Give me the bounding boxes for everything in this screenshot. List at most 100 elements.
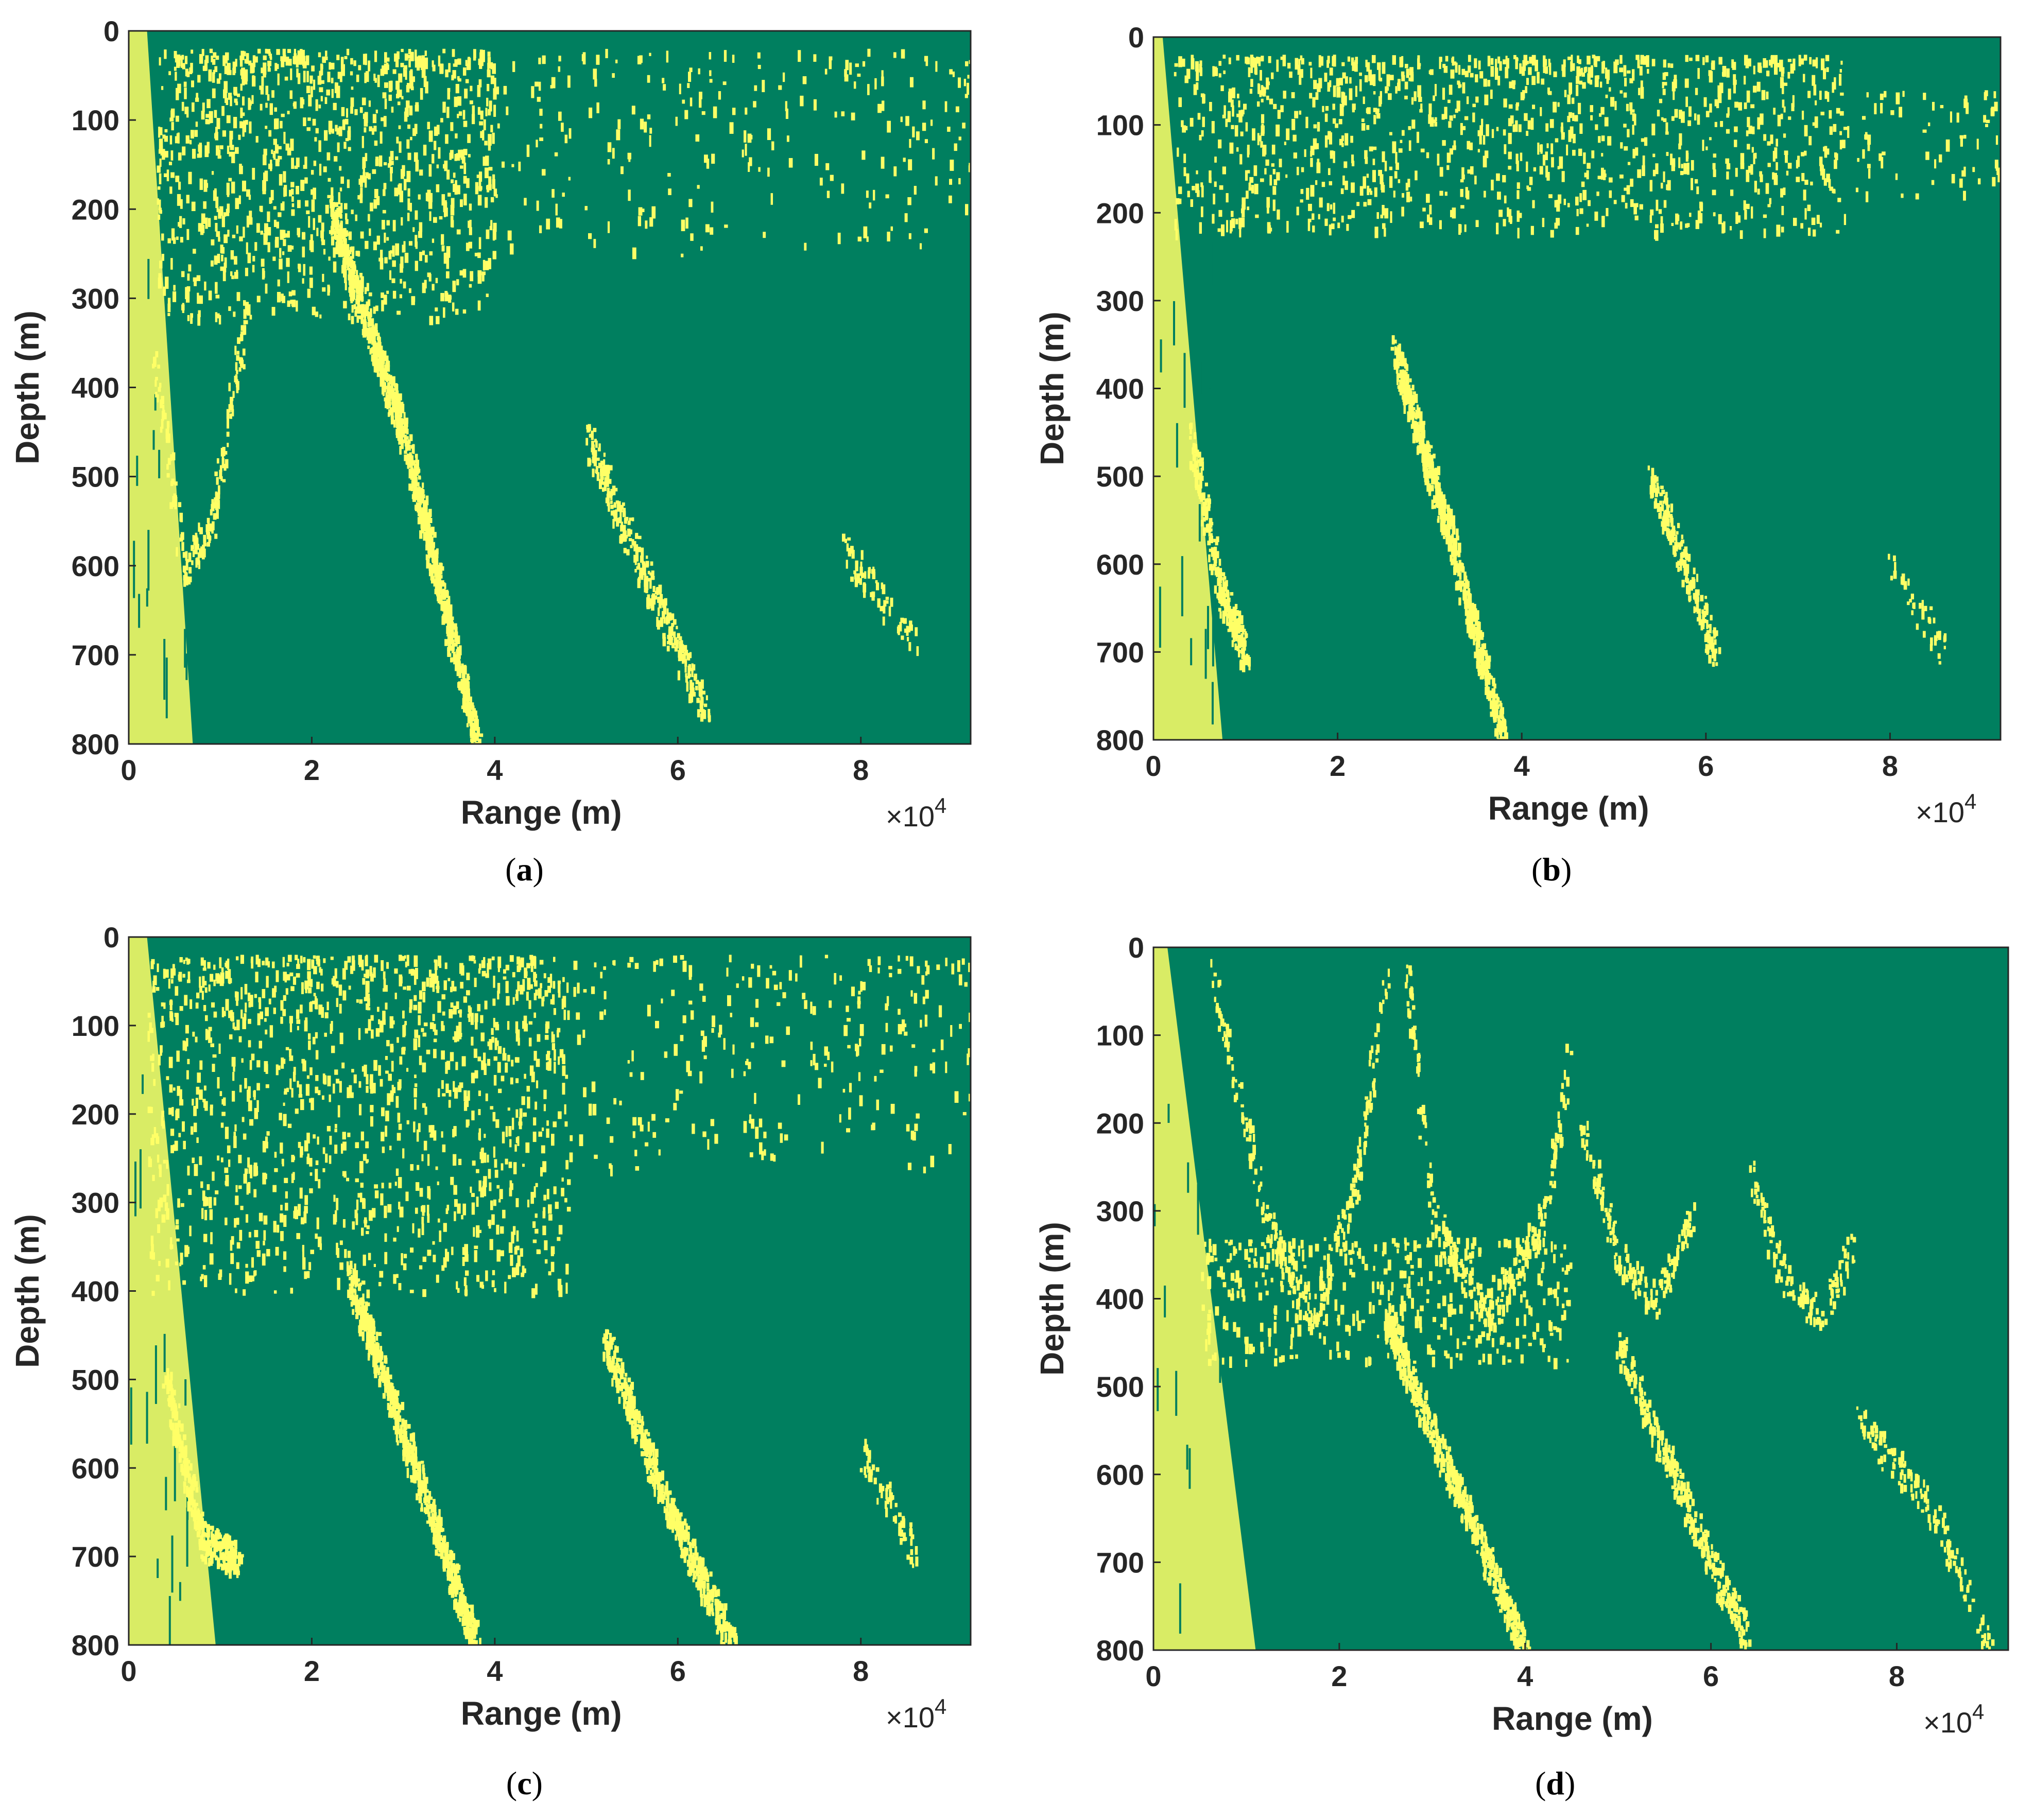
detected-cell (392, 220, 396, 232)
detected-cell (1761, 90, 1766, 100)
detected-cell (1662, 82, 1664, 89)
detected-cell (538, 57, 541, 64)
detected-cell (1418, 440, 1421, 444)
detected-cell (161, 254, 164, 261)
detected-cell (401, 439, 404, 449)
detected-cell (428, 515, 431, 521)
detected-cell (518, 161, 521, 171)
detected-cell (636, 566, 640, 570)
detected-cell (441, 245, 445, 252)
detected-cell (279, 258, 283, 270)
detected-cell (1865, 191, 1869, 202)
detected-cell (1229, 615, 1232, 623)
detected-cell (1313, 80, 1317, 90)
detected-cell (476, 175, 481, 178)
detected-cell (1757, 62, 1762, 73)
detected-cell (1546, 171, 1550, 181)
detected-cell (470, 725, 473, 735)
detected-cell (322, 287, 326, 292)
detected-cell (1222, 114, 1226, 118)
detected-cell (1753, 153, 1755, 164)
detected-cell (587, 457, 591, 467)
detected-cell (1459, 224, 1462, 233)
detected-cell (637, 546, 641, 552)
detected-cell (355, 299, 359, 305)
detected-cell (1453, 140, 1456, 149)
detected-cell (185, 135, 189, 144)
detected-cell (418, 58, 423, 68)
detected-cell (188, 171, 192, 184)
detected-cell (1298, 59, 1301, 69)
detected-cell (610, 465, 613, 471)
detected-cell (1460, 123, 1463, 135)
detected-cell (185, 551, 188, 561)
detected-cell (416, 482, 420, 487)
detected-cell (1503, 98, 1507, 108)
detected-cell (1861, 116, 1866, 120)
detected-cell (1404, 358, 1407, 368)
detected-cell (589, 107, 593, 118)
detected-cell (871, 591, 875, 601)
detected-cell (1719, 82, 1723, 93)
detected-cell (944, 101, 947, 112)
detected-cell (410, 51, 414, 61)
detected-cell (234, 256, 237, 265)
band-gap (1204, 629, 1207, 679)
detected-cell (303, 117, 306, 127)
detected-cell (1193, 432, 1197, 440)
detected-cell (1195, 61, 1199, 72)
detected-cell (277, 73, 280, 85)
detected-cell (320, 80, 324, 84)
detected-cell (1446, 529, 1450, 539)
detected-cell (490, 220, 493, 231)
detected-cell (157, 365, 160, 369)
detected-cell (167, 426, 169, 430)
detected-cell (1651, 124, 1656, 135)
detected-cell (267, 64, 270, 72)
detected-cell (407, 444, 411, 451)
detected-cell (215, 132, 218, 141)
detected-cell (1406, 379, 1409, 385)
detected-cell (160, 399, 163, 408)
detected-cell (292, 56, 297, 64)
detected-cell (1506, 746, 1509, 755)
detected-cell (1238, 100, 1240, 108)
detected-cell (450, 621, 454, 632)
detected-cell (1208, 499, 1211, 504)
detected-cell (287, 271, 289, 283)
detected-cell (1515, 103, 1519, 111)
detected-cell (1327, 82, 1331, 92)
detected-cell (1324, 218, 1328, 226)
detected-cell (1983, 115, 1987, 123)
detected-cell (1405, 383, 1409, 389)
detected-cell (475, 733, 479, 741)
detected-cell (485, 261, 489, 270)
detected-cell (409, 71, 413, 81)
detected-cell (1407, 413, 1410, 423)
detected-cell (329, 230, 333, 234)
detected-cell (1428, 103, 1432, 115)
detected-cell (325, 204, 329, 214)
detected-cell (1578, 148, 1582, 156)
detected-cell (1404, 385, 1408, 394)
detected-cell (1505, 726, 1507, 730)
detected-cell (671, 643, 675, 649)
detected-cell (882, 616, 885, 626)
detected-cell (877, 598, 881, 608)
detected-cell (1406, 192, 1410, 202)
detected-cell (1753, 65, 1755, 75)
detected-cell (1241, 217, 1245, 228)
detected-cell (1739, 230, 1743, 239)
detected-cell (1202, 517, 1206, 522)
detected-cell (1769, 198, 1772, 204)
detected-cell (1452, 525, 1456, 535)
detected-cell (407, 198, 410, 211)
detected-cell (318, 215, 322, 223)
detected-cell (1624, 146, 1628, 151)
detected-cell (422, 482, 424, 488)
detected-cell (1236, 646, 1240, 651)
detected-cell (411, 444, 415, 454)
detected-cell (364, 73, 367, 83)
detected-cell (222, 447, 226, 456)
detected-cell (328, 120, 333, 132)
